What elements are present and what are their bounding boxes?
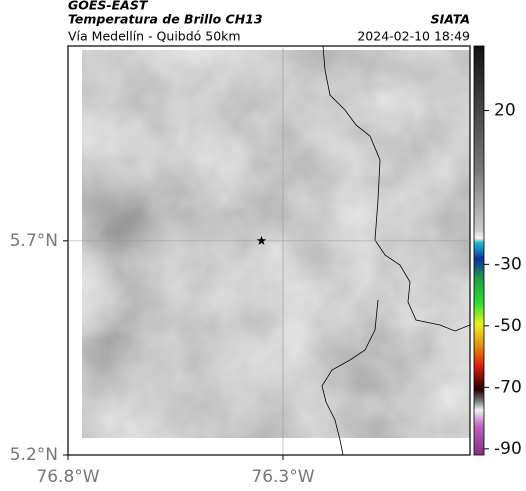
location-marker — [256, 235, 267, 245]
lat-tick-label: 5.7°N — [10, 231, 58, 251]
colorbar — [473, 45, 485, 456]
map-frame — [67, 45, 471, 456]
route: Vía Medellín - Quibdó 50km — [68, 29, 241, 44]
lat-tick-label: 5.2°N — [10, 445, 58, 465]
colorbar-tick-label: 20 — [494, 101, 516, 121]
product: Temperatura de Brillo CH13 — [68, 12, 263, 27]
org: SIATA — [431, 12, 470, 27]
colorbar-tick-label: -30 — [494, 254, 522, 274]
colorbar-tick-label: -70 — [494, 377, 522, 397]
border — [321, 299, 379, 456]
datetime: 2024-02-10 18:49 — [357, 29, 470, 44]
lon-tick-label: 76.3°W — [251, 467, 314, 487]
source: GOES-EAST — [68, 0, 149, 13]
border — [322, 45, 471, 332]
lon-tick-label: 76.8°W — [36, 467, 99, 487]
colorbar-tick-label: -90 — [494, 439, 522, 459]
cloud-texture — [82, 50, 470, 438]
colorbar-tick-label: -50 — [494, 316, 522, 336]
